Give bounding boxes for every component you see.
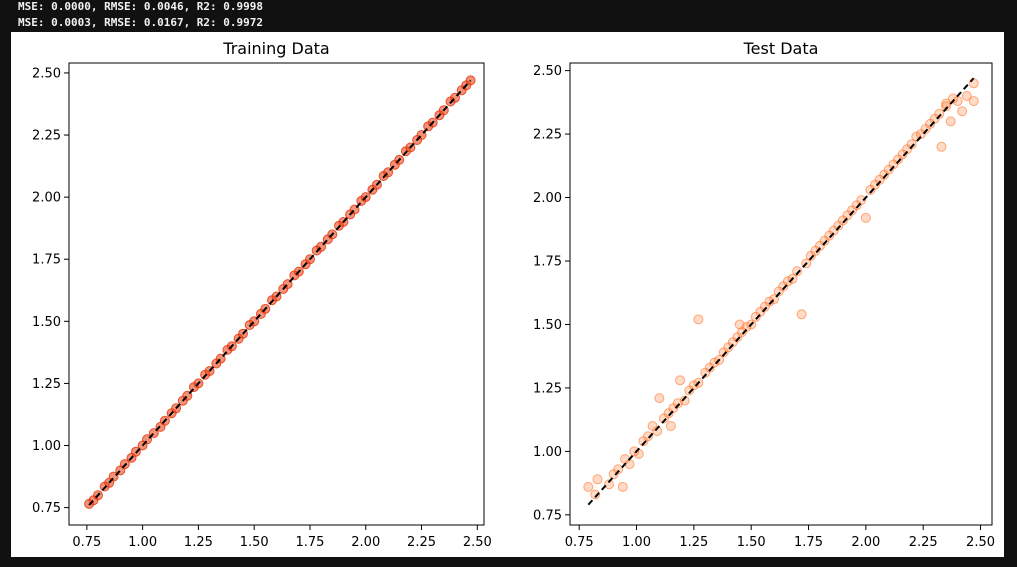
test-data-point (856, 195, 867, 206)
console-output: MSE: 0.0000, RMSE: 0.0046, R2: 0.9998 MS… (0, 0, 1017, 32)
test-data-point (583, 481, 594, 492)
test-y-tick-label: 1.25 (533, 381, 562, 396)
test-data-point (941, 101, 952, 112)
test-x-tick-label: 2.00 (851, 535, 880, 550)
train-y-tick-label: 2.00 (32, 191, 61, 206)
test-y-tick-label: 1.75 (533, 255, 562, 270)
test-data-point (654, 393, 665, 404)
test-y-tick-label: 0.75 (533, 508, 562, 523)
train-chart-title: Training Data (222, 39, 329, 58)
chart-figure: Training Data 0.75 1.00 1.25 1.50 1.75 2.00 2.2… (32, 39, 995, 550)
test-data-point (792, 266, 803, 277)
test-x-tick-label: 1.00 (622, 535, 651, 550)
train-y-tick-label: 1.00 (32, 439, 61, 454)
test-data-point (764, 296, 775, 307)
test-data-point (613, 464, 624, 475)
test-data-point (957, 106, 968, 117)
test-data-point (906, 139, 917, 150)
test-data-point (592, 474, 603, 485)
test-data-point (629, 446, 640, 457)
test-identity-line (587, 77, 975, 506)
test-y-tick-label: 2.50 (533, 64, 562, 79)
train-x-tick-label: 1.50 (240, 535, 269, 550)
test-metrics-line: MSE: 0.0003, RMSE: 0.0167, R2: 0.9972 (18, 16, 264, 29)
train-x-tick-label: 1.25 (184, 535, 213, 550)
test-y-tick-label: 1.50 (533, 318, 562, 333)
test-y-tick-label: 1.00 (533, 445, 562, 460)
test-data-point (796, 309, 807, 320)
test-data-point (604, 479, 614, 490)
test-data-point (782, 276, 793, 287)
train-x-tick-label: 2.00 (351, 535, 380, 550)
train-y-tick-label: 1.50 (32, 315, 61, 330)
test-axes-frame (569, 62, 993, 526)
test-data-point (952, 96, 963, 107)
test-data-point (934, 108, 945, 119)
test-data-point (633, 448, 644, 459)
test-data-point (968, 78, 979, 89)
test-data-point (709, 357, 720, 368)
test-data-point (961, 91, 972, 101)
test-data-point (652, 426, 663, 437)
train-x-tick-label: 2.25 (407, 535, 436, 550)
test-data-point (860, 212, 871, 223)
train-x-tick-label: 1.75 (295, 535, 324, 550)
test-data-point (590, 489, 601, 500)
train-metrics-line: MSE: 0.0000, RMSE: 0.0046, R2: 0.9998 (18, 0, 264, 13)
test-data-point (675, 375, 686, 386)
test-data-point (968, 96, 979, 107)
test-chart-title: Test Data (743, 39, 819, 58)
test-x-tick-label: 1.75 (794, 535, 823, 550)
test-x-tick-label: 1.25 (679, 535, 708, 550)
train-y-tick-label: 2.25 (32, 129, 61, 144)
test-data-point (643, 431, 653, 442)
test-data-point (734, 319, 745, 330)
test-data-point (617, 481, 628, 492)
figure-canvas: Training Data 0.75 1.00 1.25 1.50 1.75 2.00 2.2… (11, 32, 1004, 557)
test-y-tick-label: 2.25 (533, 128, 562, 143)
train-y-tick-label: 2.50 (32, 66, 61, 81)
test-x-tick-label: 0.75 (565, 535, 594, 550)
test-data-point (665, 421, 676, 431)
test-data-point (693, 314, 704, 325)
test-data-point (679, 395, 690, 406)
train-x-tick-label: 0.75 (72, 535, 101, 550)
test-data-point (624, 459, 635, 470)
train-y-tick-label: 0.75 (32, 501, 61, 516)
test-data-point (945, 116, 956, 127)
train-identity-line (88, 79, 472, 506)
train-x-tick-label: 2.50 (463, 535, 492, 550)
test-data-point (936, 141, 947, 152)
test-y-tick-label: 2.00 (533, 191, 562, 206)
test-x-tick-label: 1.50 (737, 535, 766, 550)
test-x-tick-label: 2.25 (909, 535, 938, 550)
train-y-tick-label: 1.25 (32, 377, 61, 392)
train-x-tick-label: 1.00 (128, 535, 157, 550)
train-axes-frame (68, 62, 485, 526)
train-y-tick-label: 1.75 (32, 253, 61, 268)
test-x-tick-label: 2.50 (966, 535, 995, 550)
